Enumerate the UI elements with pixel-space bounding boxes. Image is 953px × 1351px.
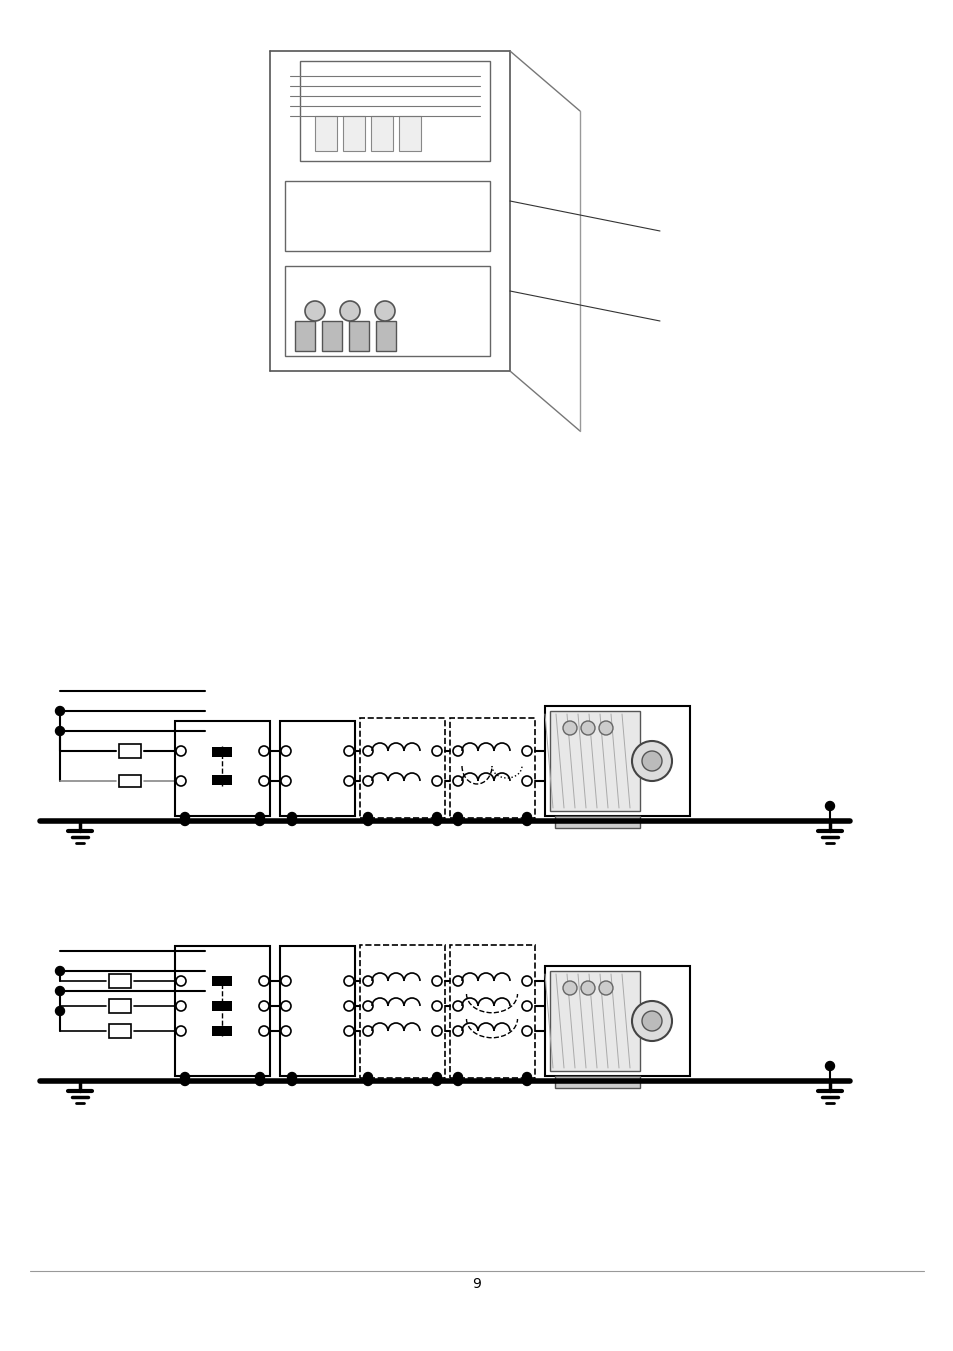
Bar [212, 775, 232, 785]
Circle shape [641, 1011, 661, 1031]
Bar [555, 1075, 639, 1088]
Circle shape [55, 1006, 65, 1016]
Circle shape [287, 1073, 296, 1082]
Bar [280, 721, 355, 816]
Circle shape [522, 816, 531, 825]
Circle shape [363, 816, 372, 825]
Circle shape [641, 751, 661, 771]
Bar [109, 1024, 131, 1038]
Circle shape [562, 721, 577, 735]
Bar [450, 944, 535, 1078]
Circle shape [180, 1073, 190, 1082]
Circle shape [631, 740, 671, 781]
Circle shape [363, 1077, 372, 1085]
Circle shape [255, 816, 264, 825]
Bar [212, 1001, 232, 1011]
Bar [322, 322, 341, 351]
Circle shape [598, 981, 613, 994]
Circle shape [287, 816, 296, 825]
Bar [544, 707, 689, 816]
Bar [544, 966, 689, 1075]
Bar [450, 717, 535, 817]
Circle shape [339, 301, 359, 322]
Circle shape [453, 1073, 462, 1082]
Bar [212, 975, 232, 986]
Circle shape [580, 981, 595, 994]
Circle shape [305, 301, 325, 322]
Circle shape [55, 727, 65, 735]
Bar [343, 116, 365, 151]
Bar [119, 775, 141, 788]
Circle shape [287, 1077, 296, 1085]
Circle shape [522, 812, 531, 821]
Bar [212, 1025, 232, 1036]
Circle shape [363, 812, 372, 821]
Bar [285, 266, 490, 357]
Bar [109, 998, 131, 1013]
Circle shape [432, 1077, 441, 1085]
Bar [550, 711, 639, 811]
Circle shape [255, 812, 264, 821]
Circle shape [580, 721, 595, 735]
Bar [555, 816, 639, 828]
Bar [174, 721, 270, 816]
Circle shape [824, 801, 834, 811]
Circle shape [55, 966, 65, 975]
Circle shape [55, 986, 65, 996]
Circle shape [562, 981, 577, 994]
Bar [109, 974, 131, 988]
Bar [371, 116, 393, 151]
Circle shape [598, 721, 613, 735]
Circle shape [522, 1073, 531, 1082]
Circle shape [375, 301, 395, 322]
Bar [398, 116, 420, 151]
Text: 9: 9 [472, 1277, 481, 1292]
Circle shape [522, 1077, 531, 1085]
Bar [299, 61, 490, 161]
Bar [550, 971, 639, 1071]
Bar [359, 717, 444, 817]
Circle shape [631, 1001, 671, 1042]
Circle shape [453, 816, 462, 825]
Bar [294, 322, 314, 351]
Circle shape [180, 812, 190, 821]
Circle shape [255, 1073, 264, 1082]
Bar [375, 322, 395, 351]
Bar [285, 181, 490, 251]
Circle shape [824, 1062, 834, 1070]
Circle shape [432, 812, 441, 821]
Bar [174, 946, 270, 1075]
Bar [314, 116, 336, 151]
Bar [119, 744, 141, 758]
Circle shape [180, 816, 190, 825]
Circle shape [363, 1073, 372, 1082]
Circle shape [432, 816, 441, 825]
Bar [280, 946, 355, 1075]
Circle shape [453, 1077, 462, 1085]
Circle shape [180, 1077, 190, 1085]
Circle shape [453, 812, 462, 821]
Circle shape [55, 707, 65, 716]
Bar [349, 322, 369, 351]
Circle shape [287, 812, 296, 821]
Bar [359, 944, 444, 1078]
Circle shape [255, 1077, 264, 1085]
Circle shape [432, 1073, 441, 1082]
Bar [212, 747, 232, 757]
